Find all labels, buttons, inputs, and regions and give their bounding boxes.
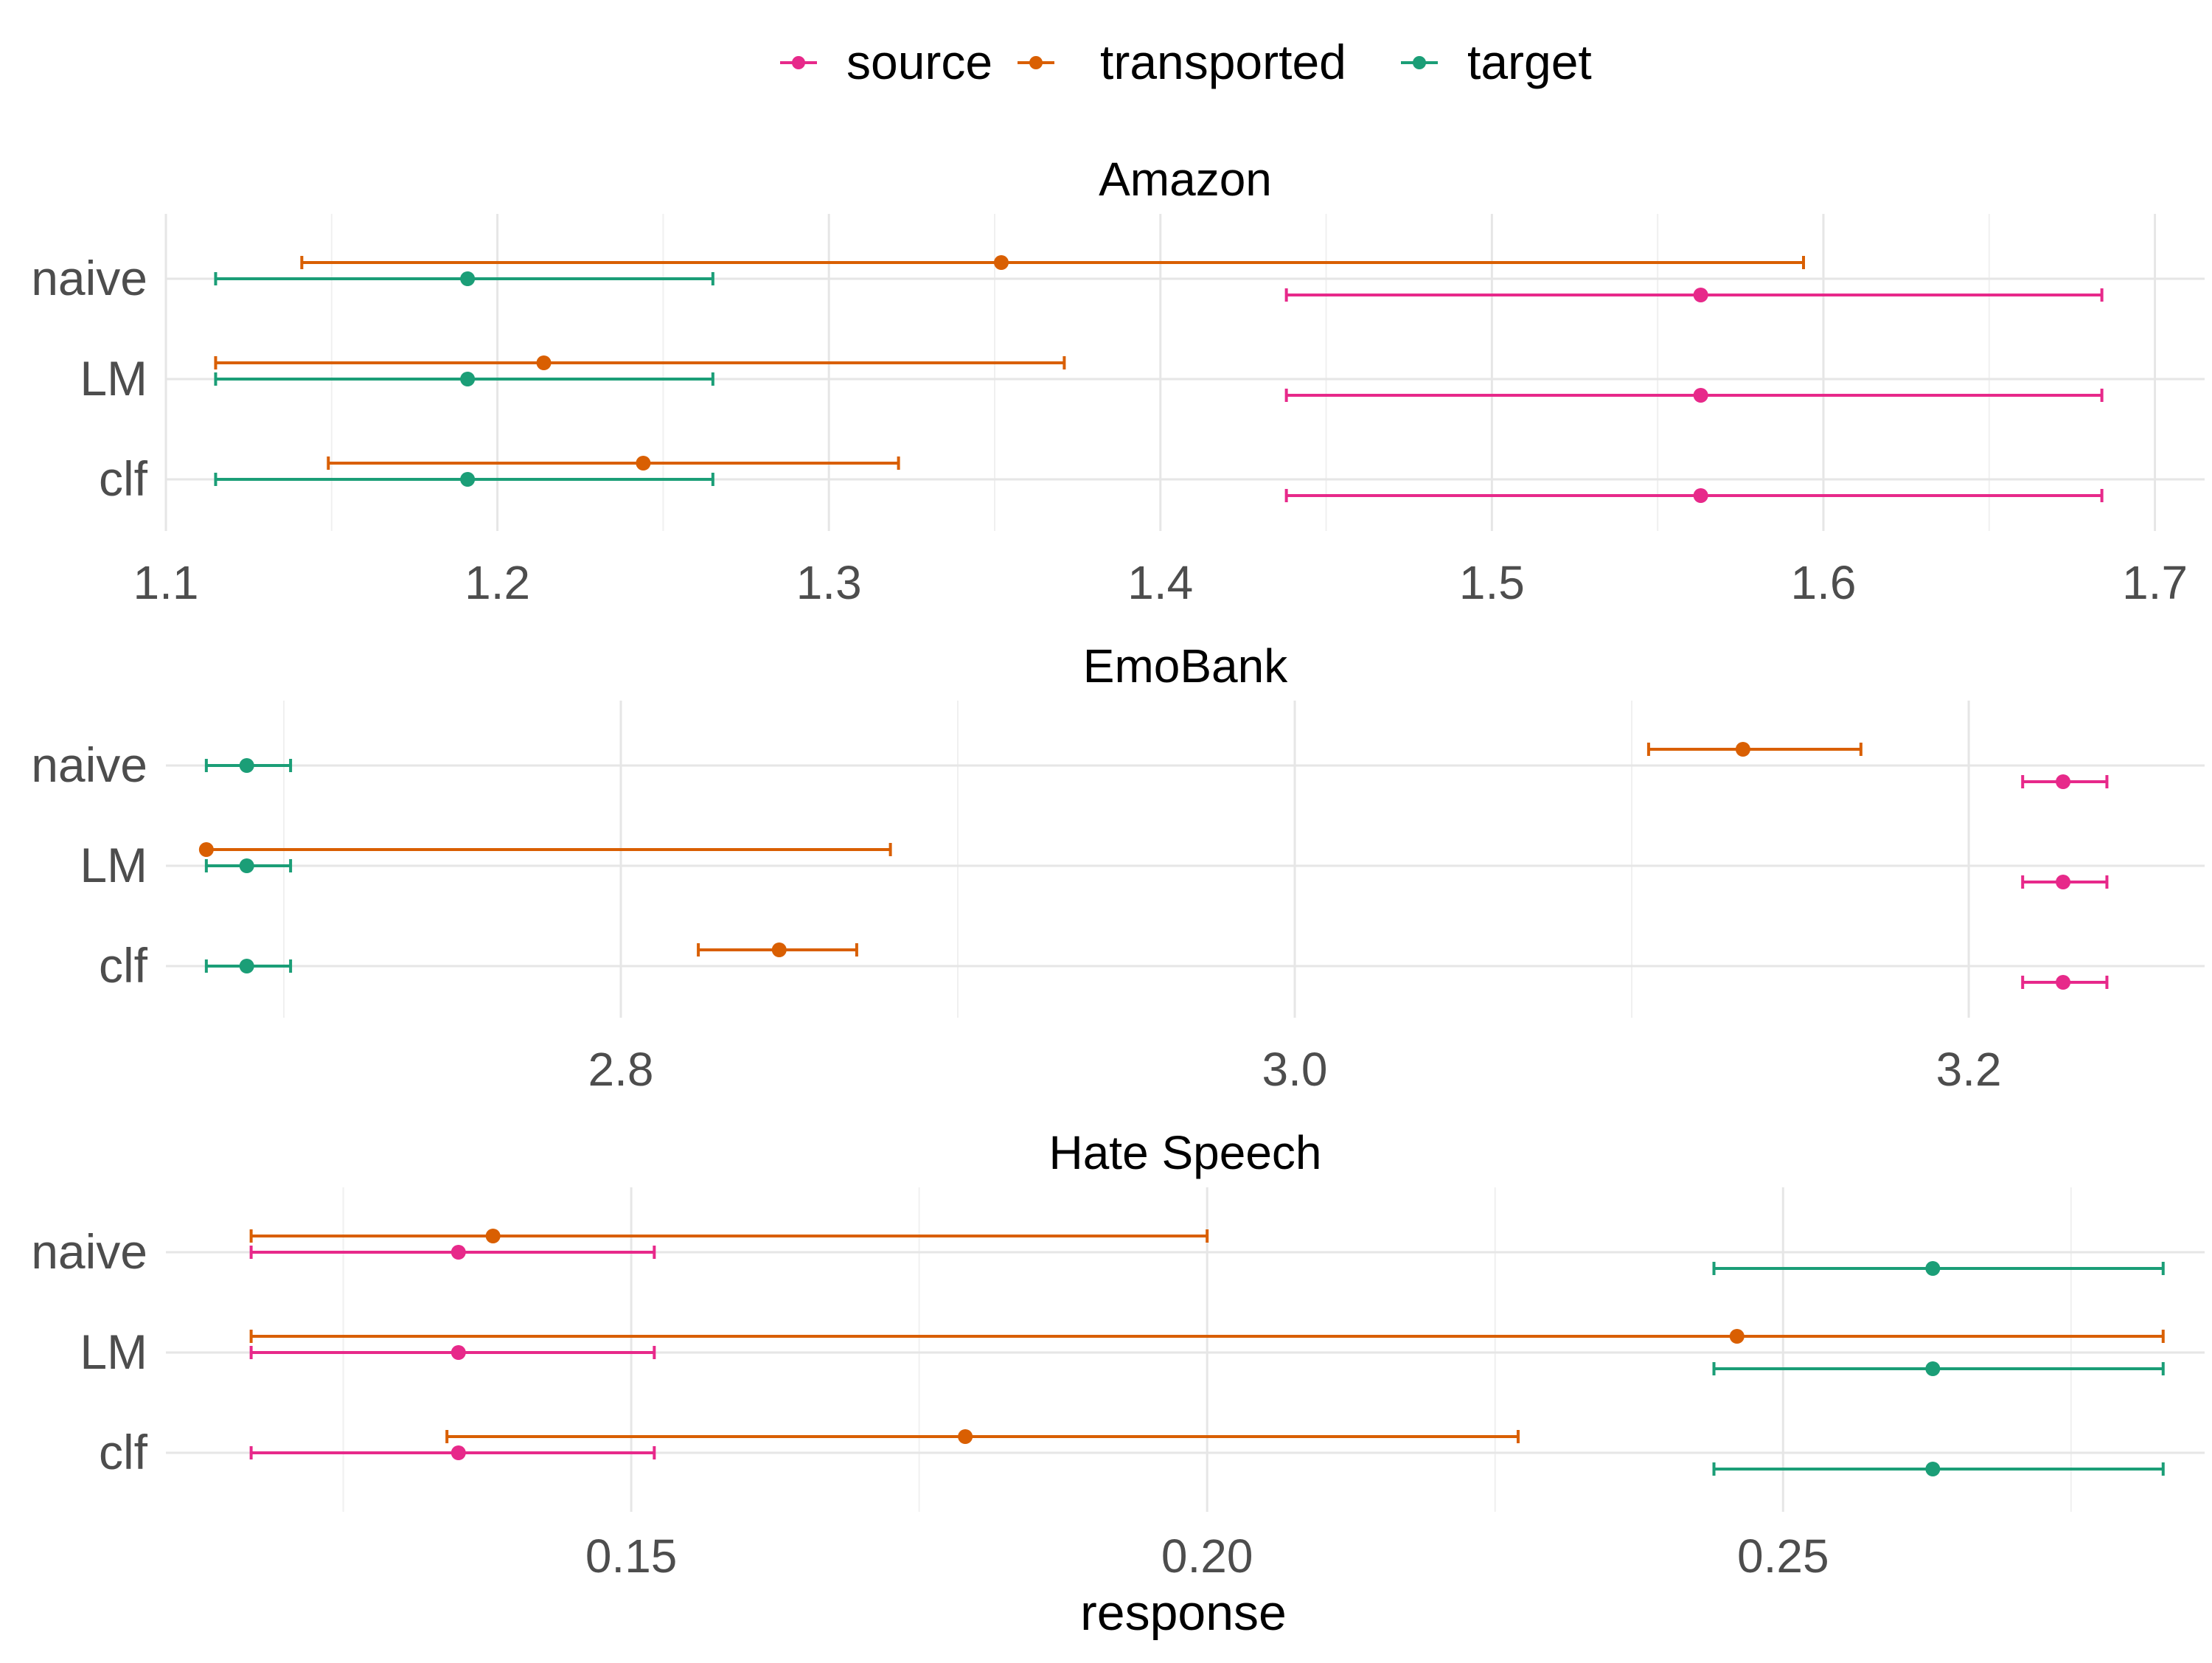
category-label-clf: clf: [99, 938, 148, 993]
x-tick-label: 1.4: [1127, 556, 1193, 609]
errorbar-transported-clf: [697, 942, 858, 957]
errorbar-transported-clf: [445, 1429, 1520, 1444]
point-transported-naive: [993, 255, 1009, 270]
point-target-naive: [239, 758, 254, 773]
x-tick-label: 1.5: [1459, 556, 1525, 609]
panel-title: Amazon: [1099, 153, 1272, 206]
point-target-lm: [1925, 1361, 1941, 1376]
legend-key-source: [780, 56, 817, 69]
errorbar-source-clf: [249, 1445, 656, 1460]
point-transported-clf: [771, 942, 787, 957]
x-tick-label: 3.0: [1262, 1043, 1328, 1096]
point-transported-naive: [1735, 742, 1750, 757]
point-transported-clf: [636, 456, 651, 471]
errorbar-target-naive: [204, 758, 293, 773]
legend: source transported target: [780, 35, 1592, 89]
errorbar-target-lm: [204, 858, 293, 873]
point-target-clf: [460, 472, 476, 487]
x-tick-label: 1.3: [796, 556, 862, 609]
panel-amazon: Amazon naive LM clf 1.1 1.2 1.3 1.4 1.5 1.6 1.7: [31, 153, 2205, 609]
errorbar-target-clf: [214, 472, 714, 487]
point-source-clf: [451, 1445, 466, 1460]
errorbar-source-naive: [2021, 774, 2109, 789]
point-transported-lm: [536, 355, 552, 370]
category-label-lm: LM: [80, 351, 147, 406]
errorbar-source-lm: [249, 1345, 656, 1360]
legend-key-target: [1401, 56, 1438, 69]
point-source-clf: [2056, 975, 2071, 990]
panel-hate-speech: Hate Speech naive LM clf 0.15 0.20 0.25: [31, 1126, 2205, 1583]
errorbar-transported-naive: [249, 1229, 1209, 1243]
legend-label-target: target: [1467, 35, 1592, 89]
panel-emobank: EmoBank naive LM clf 2.8 3.0 3.2: [31, 639, 2205, 1096]
errorbar-source-lm: [1284, 388, 2104, 403]
point-target-lm: [460, 372, 476, 386]
point-source-naive: [2056, 774, 2071, 789]
x-tick-label: 1.6: [1790, 556, 1856, 609]
errorbar-source-naive: [1284, 288, 2104, 302]
category-label-lm: LM: [80, 838, 147, 892]
point-transported-naive: [485, 1229, 501, 1243]
x-tick-label: 0.25: [1737, 1530, 1829, 1583]
errorbar-transported-clf: [327, 456, 900, 471]
point-transported-clf: [958, 1429, 973, 1444]
errorbar-target-lm: [1712, 1361, 2165, 1376]
category-label-naive: naive: [31, 251, 147, 305]
errorbar-target-naive: [214, 271, 714, 286]
point-source-naive: [451, 1245, 466, 1260]
panels: Amazon naive LM clf 1.1 1.2 1.3 1.4 1.5 1.6 1.7 Emo…: [31, 153, 2205, 1583]
point-source-lm: [451, 1345, 466, 1360]
errorbar-source-naive: [249, 1245, 656, 1260]
category-label-naive: naive: [31, 1224, 147, 1279]
x-tick-label: 1.7: [2122, 556, 2188, 609]
category-label-lm: LM: [80, 1325, 147, 1379]
legend-label-source: source: [846, 35, 992, 89]
point-target-clf: [239, 959, 254, 973]
errorbar-transported-naive: [1646, 742, 1863, 757]
point-target-naive: [1925, 1261, 1941, 1276]
x-tick-label: 0.20: [1161, 1530, 1253, 1583]
panel-title: EmoBank: [1083, 639, 1288, 692]
errorbar-transported-lm: [214, 355, 1066, 370]
legend-label-transported: transported: [1100, 35, 1346, 89]
point-transported-lm: [1729, 1329, 1745, 1344]
legend-key-transported: [1018, 56, 1054, 69]
x-tick-label: 3.2: [1936, 1043, 2002, 1096]
category-label-naive: naive: [31, 737, 147, 792]
errorbar-source-clf: [2021, 975, 2109, 990]
errorbar-target-naive: [1712, 1261, 2165, 1276]
errorbar-transported-lm: [249, 1329, 2165, 1344]
panel-title: Hate Speech: [1048, 1126, 1321, 1179]
x-tick-label: 0.15: [585, 1530, 678, 1583]
category-label-clf: clf: [99, 1425, 148, 1479]
errorbar-target-clf: [204, 959, 293, 973]
x-tick-label: 1.2: [465, 556, 530, 609]
point-source-clf: [1693, 488, 1708, 503]
errorbar-target-clf: [1712, 1462, 2165, 1476]
point-source-lm: [2056, 875, 2071, 889]
errorbar-source-lm: [2021, 875, 2109, 889]
point-target-clf: [1925, 1462, 1941, 1476]
point-target-lm: [239, 858, 254, 873]
errorbar-target-lm: [214, 372, 714, 386]
category-label-clf: clf: [99, 451, 148, 506]
point-transported-lm: [198, 842, 214, 857]
x-axis-label: response: [1080, 1585, 1287, 1641]
errorbar-transported-lm: [198, 842, 892, 857]
errorbar-transported-naive: [300, 255, 1805, 270]
point-target-naive: [460, 271, 476, 286]
x-tick-label: 1.1: [133, 556, 199, 609]
point-source-lm: [1693, 388, 1708, 403]
x-tick-label: 2.8: [588, 1043, 653, 1096]
point-source-naive: [1693, 288, 1708, 302]
errorbar-source-clf: [1284, 488, 2104, 503]
